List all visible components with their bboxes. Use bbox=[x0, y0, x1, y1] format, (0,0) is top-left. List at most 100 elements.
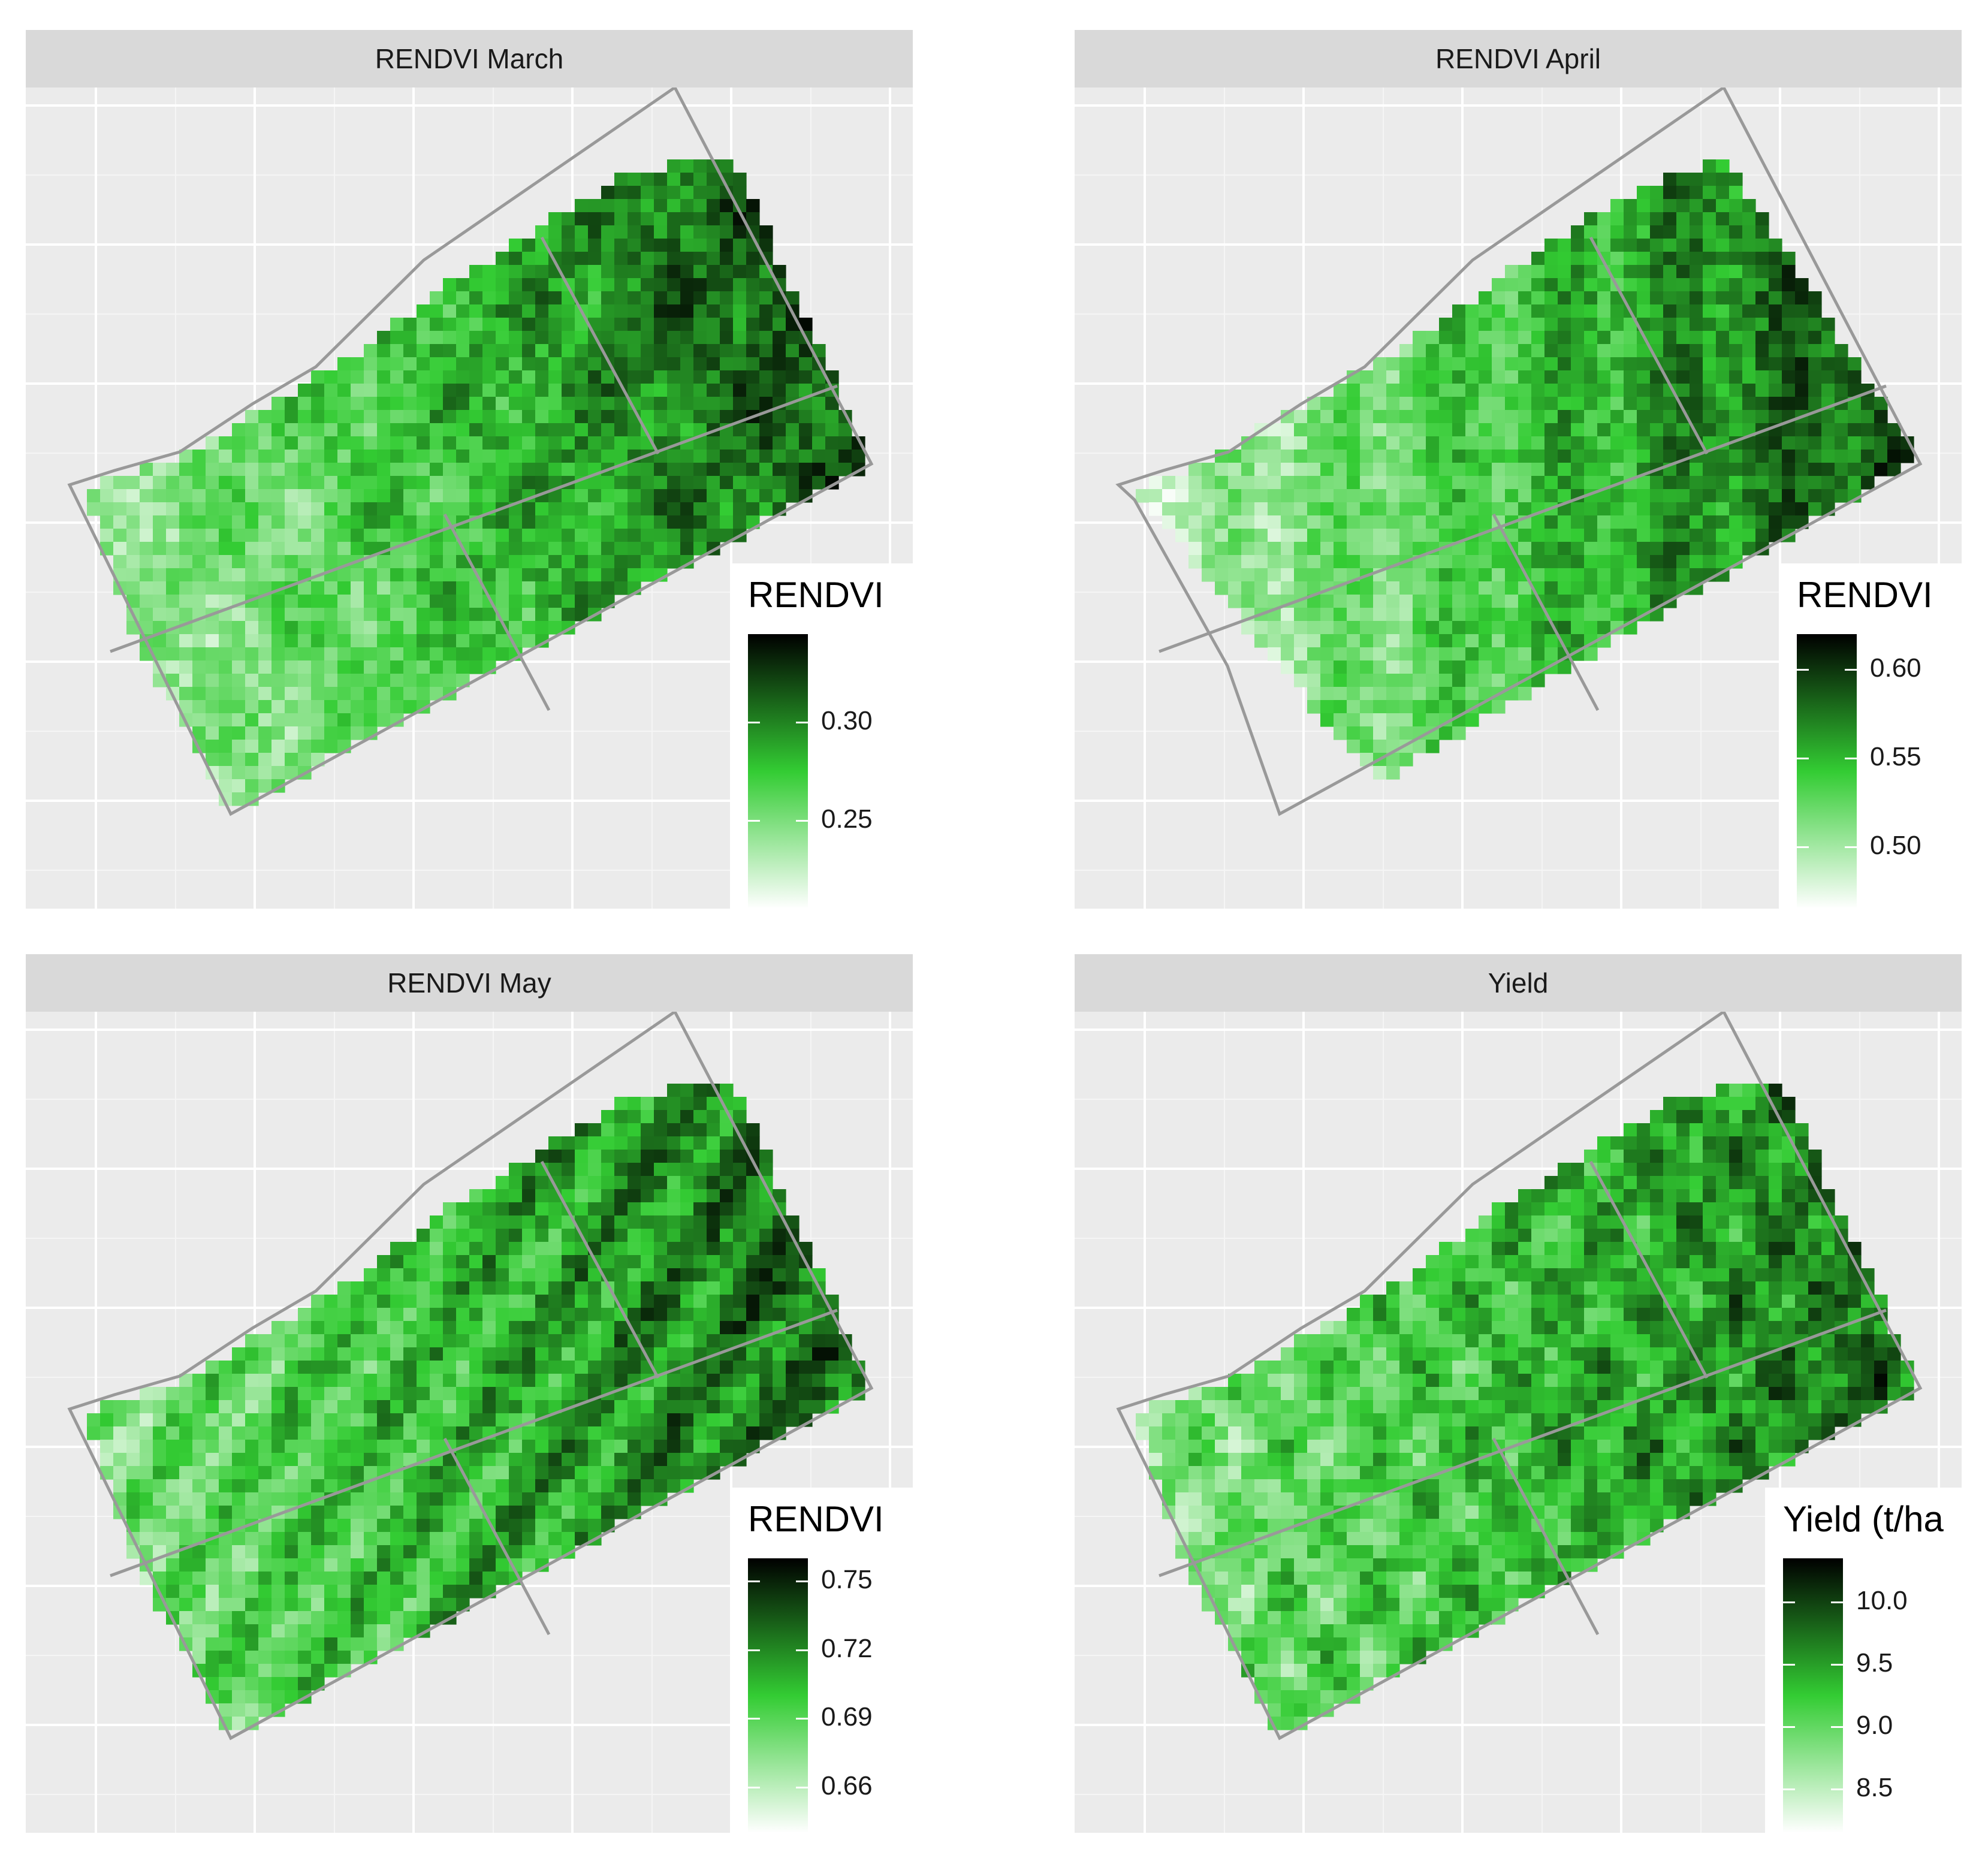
heatmap-cell bbox=[469, 542, 483, 556]
heatmap-cell bbox=[680, 331, 694, 345]
heatmap-cell bbox=[654, 1255, 668, 1269]
heatmap-cell bbox=[707, 225, 720, 239]
heatmap-cell bbox=[179, 608, 193, 622]
heatmap-cell bbox=[351, 634, 364, 648]
heatmap-cell bbox=[285, 1664, 298, 1678]
heatmap-cell bbox=[1676, 1097, 1690, 1111]
heatmap-cell bbox=[707, 370, 720, 384]
heatmap-cell bbox=[298, 384, 312, 397]
heatmap-cell bbox=[390, 436, 404, 450]
heatmap-cell bbox=[245, 1361, 259, 1374]
heatmap-cell bbox=[192, 1651, 206, 1664]
heatmap-cell bbox=[1650, 1202, 1664, 1216]
heatmap-cell bbox=[179, 529, 193, 542]
heatmap-cell bbox=[628, 186, 641, 200]
heatmap-cell bbox=[417, 1361, 430, 1374]
heatmap-cell bbox=[166, 1466, 180, 1480]
heatmap-cell bbox=[364, 370, 378, 384]
heatmap-cell bbox=[1637, 344, 1651, 358]
heatmap-cell bbox=[1571, 278, 1585, 292]
heatmap-cell bbox=[1690, 225, 1703, 239]
heatmap-cell bbox=[482, 1334, 496, 1348]
heatmap-cell bbox=[825, 410, 839, 424]
heatmap-cell bbox=[1597, 1136, 1611, 1150]
heatmap-cell bbox=[1307, 436, 1321, 450]
heatmap-cell bbox=[377, 674, 391, 687]
heatmap-cell bbox=[1452, 687, 1466, 701]
heatmap-cell bbox=[232, 1532, 246, 1546]
heatmap-cell bbox=[206, 515, 219, 529]
heatmap-cell bbox=[496, 1295, 509, 1308]
heatmap-cell bbox=[1782, 318, 1796, 331]
heatmap-cell bbox=[1808, 1268, 1822, 1282]
heatmap-cell bbox=[667, 1268, 681, 1282]
heatmap-cell bbox=[628, 318, 641, 331]
heatmap-cell bbox=[522, 1242, 536, 1256]
heatmap-cell bbox=[588, 1268, 602, 1282]
heatmap-cell bbox=[456, 1255, 470, 1269]
heatmap-cell bbox=[496, 1466, 509, 1480]
heatmap-cell bbox=[1742, 384, 1756, 397]
heatmap-cell bbox=[496, 1479, 509, 1493]
heatmap-cell bbox=[1663, 1229, 1677, 1242]
heatmap-cell bbox=[390, 621, 404, 635]
heatmap-cell bbox=[337, 370, 351, 384]
heatmap-cell bbox=[206, 634, 219, 648]
heatmap-cell bbox=[1334, 476, 1347, 490]
heatmap-cell bbox=[733, 463, 747, 476]
heatmap-cell bbox=[390, 1572, 404, 1585]
heatmap-cell bbox=[1360, 1321, 1374, 1335]
heatmap-cell bbox=[337, 397, 351, 411]
heatmap-cell bbox=[562, 1242, 575, 1256]
heatmap-cell bbox=[324, 410, 338, 424]
heatmap-cell bbox=[1413, 370, 1426, 384]
heatmap-cell bbox=[1439, 370, 1453, 384]
heatmap-cell bbox=[456, 660, 470, 674]
heatmap-cell bbox=[179, 1624, 193, 1638]
heatmap-cell bbox=[1334, 450, 1347, 463]
heatmap-cell bbox=[548, 595, 562, 608]
heatmap-cell bbox=[311, 397, 325, 411]
heatmap-cell bbox=[535, 370, 549, 384]
heatmap-cell bbox=[390, 1440, 404, 1453]
heatmap-cell bbox=[469, 463, 483, 476]
heatmap-cell bbox=[1624, 436, 1637, 450]
heatmap-cell bbox=[1531, 370, 1545, 384]
heatmap-cell bbox=[641, 239, 654, 252]
heatmap-cell bbox=[232, 1466, 246, 1480]
heatmap-cell bbox=[1320, 502, 1334, 516]
heatmap-cell bbox=[1558, 1242, 1571, 1256]
heatmap-cell bbox=[324, 1426, 338, 1440]
heatmap-cell bbox=[1188, 463, 1202, 476]
heatmap-cell bbox=[562, 1374, 575, 1388]
heatmap-cell bbox=[403, 1558, 417, 1572]
heatmap-cell bbox=[1584, 515, 1598, 529]
heatmap-cell bbox=[469, 344, 483, 358]
heatmap-cell bbox=[799, 1387, 813, 1401]
heatmap-cell bbox=[403, 1334, 417, 1348]
heatmap-cell bbox=[1716, 1215, 1730, 1229]
heatmap-cell bbox=[628, 1136, 641, 1150]
heatmap-cell bbox=[351, 608, 364, 622]
heatmap-cell bbox=[773, 1347, 786, 1361]
heatmap-cell bbox=[1624, 1281, 1637, 1295]
heatmap-cell bbox=[1571, 1308, 1585, 1322]
heatmap-cell bbox=[1624, 555, 1637, 569]
heatmap-cell bbox=[153, 555, 167, 569]
heatmap-cell bbox=[417, 687, 430, 701]
heatmap-cell bbox=[456, 278, 470, 292]
heatmap-cell bbox=[271, 1545, 285, 1559]
heatmap-cell bbox=[535, 1519, 549, 1533]
heatmap-cell bbox=[403, 1572, 417, 1585]
heatmap-cell bbox=[522, 1453, 536, 1467]
heatmap-cell bbox=[1492, 1268, 1506, 1282]
heatmap-cell bbox=[1703, 331, 1717, 345]
heatmap-cell bbox=[548, 1426, 562, 1440]
heatmap-cell bbox=[311, 1361, 325, 1374]
heatmap-cell bbox=[311, 1651, 325, 1664]
heatmap-cell bbox=[377, 502, 391, 516]
heatmap-cell bbox=[232, 687, 246, 701]
heatmap-cell bbox=[258, 463, 272, 476]
heatmap-cell bbox=[1624, 502, 1637, 516]
heatmap-cell bbox=[206, 1426, 219, 1440]
